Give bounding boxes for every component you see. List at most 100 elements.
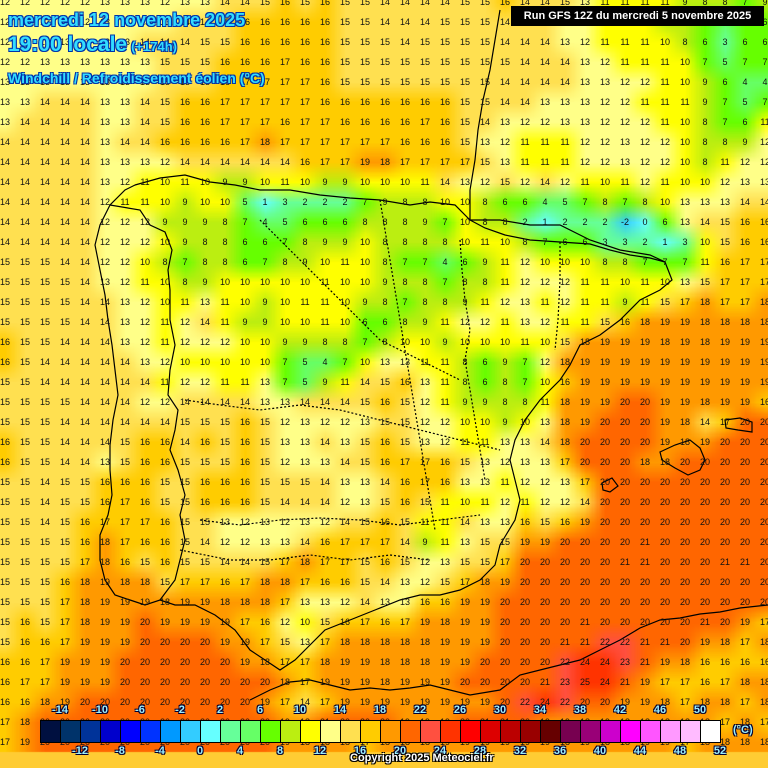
grid-value: 14 <box>279 157 290 167</box>
grid-value: 20 <box>539 577 550 587</box>
grid-value: 24 <box>599 677 610 687</box>
grid-value: 16 <box>279 117 290 127</box>
grid-value: 13 <box>539 97 550 107</box>
grid-value: 13 <box>359 417 370 427</box>
grid-value: 11 <box>460 437 470 447</box>
grid-value: 18 <box>679 657 690 667</box>
grid-value: 12 <box>119 177 130 187</box>
grid-value: 12 <box>199 337 210 347</box>
grid-value: 17 <box>279 137 290 147</box>
grid-value: 12 <box>579 157 590 167</box>
grid-value: 13 <box>79 77 90 87</box>
grid-value: 13 <box>419 377 430 387</box>
grid-value: 19 <box>679 317 690 327</box>
grid-value: 9 <box>482 397 488 407</box>
grid-value: 19 <box>659 377 670 387</box>
grid-value: 16 <box>119 477 130 487</box>
grid-value: 8 <box>402 317 408 327</box>
grid-value: 14 <box>299 697 310 707</box>
grid-value: 11 <box>300 297 310 307</box>
grid-value: 14 <box>239 557 250 567</box>
grid-value: 15 <box>59 477 70 487</box>
grid-value: 19 <box>219 637 230 647</box>
grid-value: 14 <box>179 157 190 167</box>
grid-value: 20 <box>579 437 590 447</box>
grid-value: 10 <box>679 77 690 87</box>
grid-value: 20 <box>599 697 610 707</box>
grid-value: 19 <box>539 537 550 547</box>
grid-value: 19 <box>419 617 430 627</box>
grid-value: 18 <box>379 157 390 167</box>
grid-value: 18 <box>559 417 570 427</box>
grid-value: 16 <box>0 437 10 447</box>
grid-value: 15 <box>479 97 490 107</box>
grid-value: 15 <box>19 517 30 527</box>
grid-value: 13 <box>579 77 590 87</box>
grid-value: 10 <box>359 277 370 287</box>
legend-tick-label: 40 <box>593 745 607 757</box>
grid-value: 7 <box>542 237 548 247</box>
grid-value: 13 <box>619 157 630 167</box>
grid-value: 17 <box>0 737 10 747</box>
grid-value: 13 <box>99 57 110 67</box>
grid-value: 14 <box>139 417 150 427</box>
grid-value: 17 <box>239 577 250 587</box>
grid-value: 10 <box>659 277 670 287</box>
grid-value: 17 <box>59 597 70 607</box>
grid-value: 12 <box>39 37 50 47</box>
grid-value: 17 <box>219 117 230 127</box>
grid-value: 21 <box>639 537 650 547</box>
grid-value: 18 <box>299 557 310 567</box>
grid-value: 13 <box>459 477 470 487</box>
grid-value: 11 <box>160 377 170 387</box>
grid-value: 14 <box>539 177 550 187</box>
grid-value: 14 <box>99 297 110 307</box>
grid-value: 14 <box>199 397 210 407</box>
legend-tick-label: 4 <box>236 745 244 757</box>
grid-value: 12 <box>119 237 130 247</box>
grid-value: 16 <box>399 497 410 507</box>
grid-value: 15 <box>299 477 310 487</box>
grid-value: 14 <box>319 397 330 407</box>
grid-value: 12 <box>279 517 290 527</box>
grid-value: 14 <box>59 377 70 387</box>
legend-tick-label: 32 <box>513 745 527 757</box>
grid-value: 17 <box>39 657 50 667</box>
grid-value: 14 <box>19 157 30 167</box>
grid-value: 15 <box>179 417 190 427</box>
grid-value: 9 <box>282 337 288 347</box>
grid-value: 12 <box>159 0 170 7</box>
grid-value: 16 <box>59 577 70 587</box>
grid-value: 7 <box>242 217 248 227</box>
grid-value: 13 <box>679 277 690 287</box>
grid-value: 15 <box>459 37 470 47</box>
grid-value: 13 <box>519 297 530 307</box>
legend-tick-label: 48 <box>673 745 687 757</box>
grid-value: 13 <box>99 17 110 27</box>
grid-value: 19 <box>759 377 768 387</box>
grid-value: 17 <box>759 257 768 267</box>
grid-value: 12 <box>279 457 290 467</box>
grid-value: 18 <box>659 337 670 347</box>
grid-value: 17 <box>259 117 270 127</box>
legend-swatch <box>381 721 401 742</box>
grid-value: 20 <box>679 597 690 607</box>
grid-value: 17 <box>239 617 250 627</box>
grid-value: 15 <box>479 557 490 567</box>
grid-value: 15 <box>179 457 190 467</box>
grid-value: 20 <box>699 597 710 607</box>
grid-value: 14 <box>79 457 90 467</box>
grid-value: 15 <box>479 537 490 547</box>
grid-value: 20 <box>699 497 710 507</box>
grid-value: 12 <box>599 57 610 67</box>
grid-value: 16 <box>379 557 390 567</box>
grid-value: 19 <box>719 377 730 387</box>
grid-value: 9 <box>742 137 748 147</box>
grid-value: 11 <box>160 317 170 327</box>
grid-value: 15 <box>259 557 270 567</box>
grid-value: 15 <box>599 317 610 327</box>
grid-value: 15 <box>559 337 570 347</box>
grid-value: 14 <box>59 137 70 147</box>
grid-value: 18 <box>739 737 750 747</box>
